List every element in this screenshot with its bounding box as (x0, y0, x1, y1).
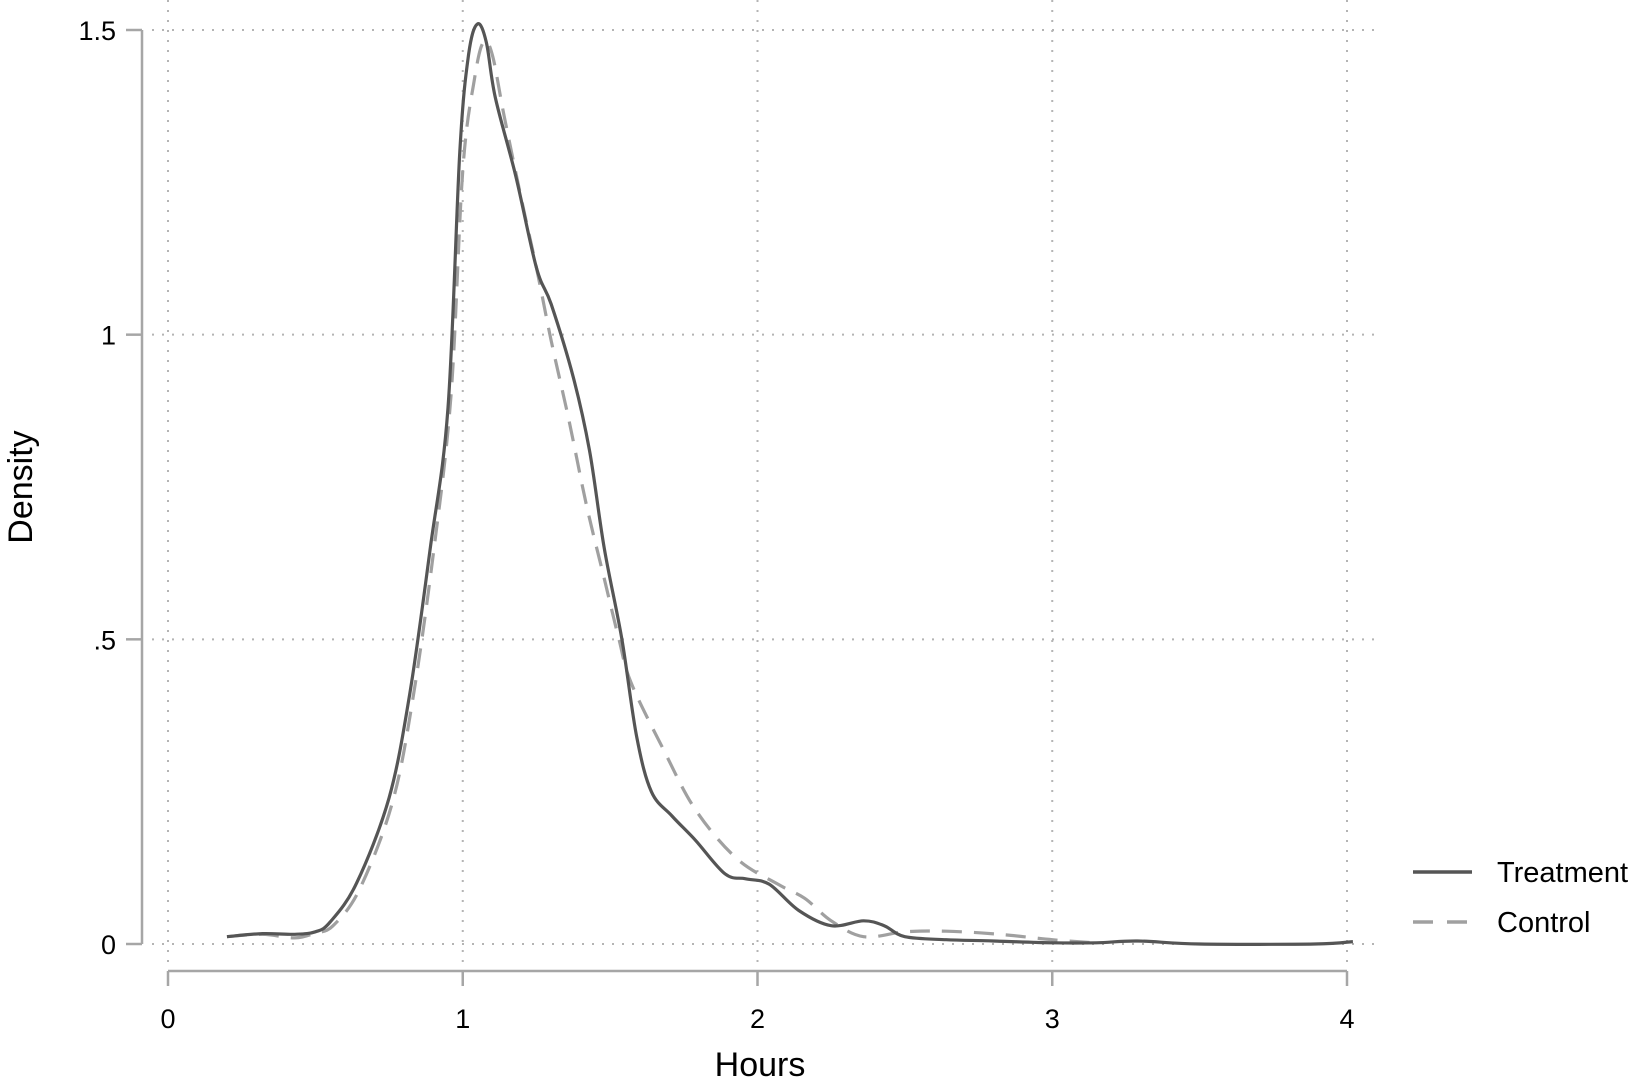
x-tick-label: 0 (160, 1004, 175, 1034)
y-axis-title: Density (2, 430, 40, 543)
legend-label-control: Control (1497, 907, 1591, 939)
y-axis-ticks: 0 .5 1 1.5 (78, 16, 142, 960)
y-tick-label: 1 (101, 321, 116, 351)
legend-label-treatment: Treatment (1497, 857, 1628, 889)
x-tick-label: 4 (1339, 1004, 1354, 1034)
series-line-treatment (226, 22, 1354, 946)
series-lines (226, 22, 1354, 946)
y-tick-label: 1.5 (78, 16, 116, 46)
series-line-control (226, 39, 1094, 945)
x-axis-title: Hours (715, 1046, 806, 1082)
y-tick-label: 0 (101, 930, 116, 960)
x-tick-label: 3 (1045, 1004, 1060, 1034)
x-tick-label: 2 (750, 1004, 765, 1034)
legend-item-treatment: Treatment (1413, 857, 1628, 889)
grid-lines (152, 0, 1380, 962)
y-tick-label: .5 (93, 625, 116, 655)
legend: Treatment Control (1413, 857, 1628, 939)
axes (140, 30, 1347, 973)
x-tick-label: 1 (455, 1004, 470, 1034)
x-axis-ticks: 0 1 2 3 4 (160, 971, 1355, 1034)
legend-item-control: Control (1413, 907, 1591, 939)
